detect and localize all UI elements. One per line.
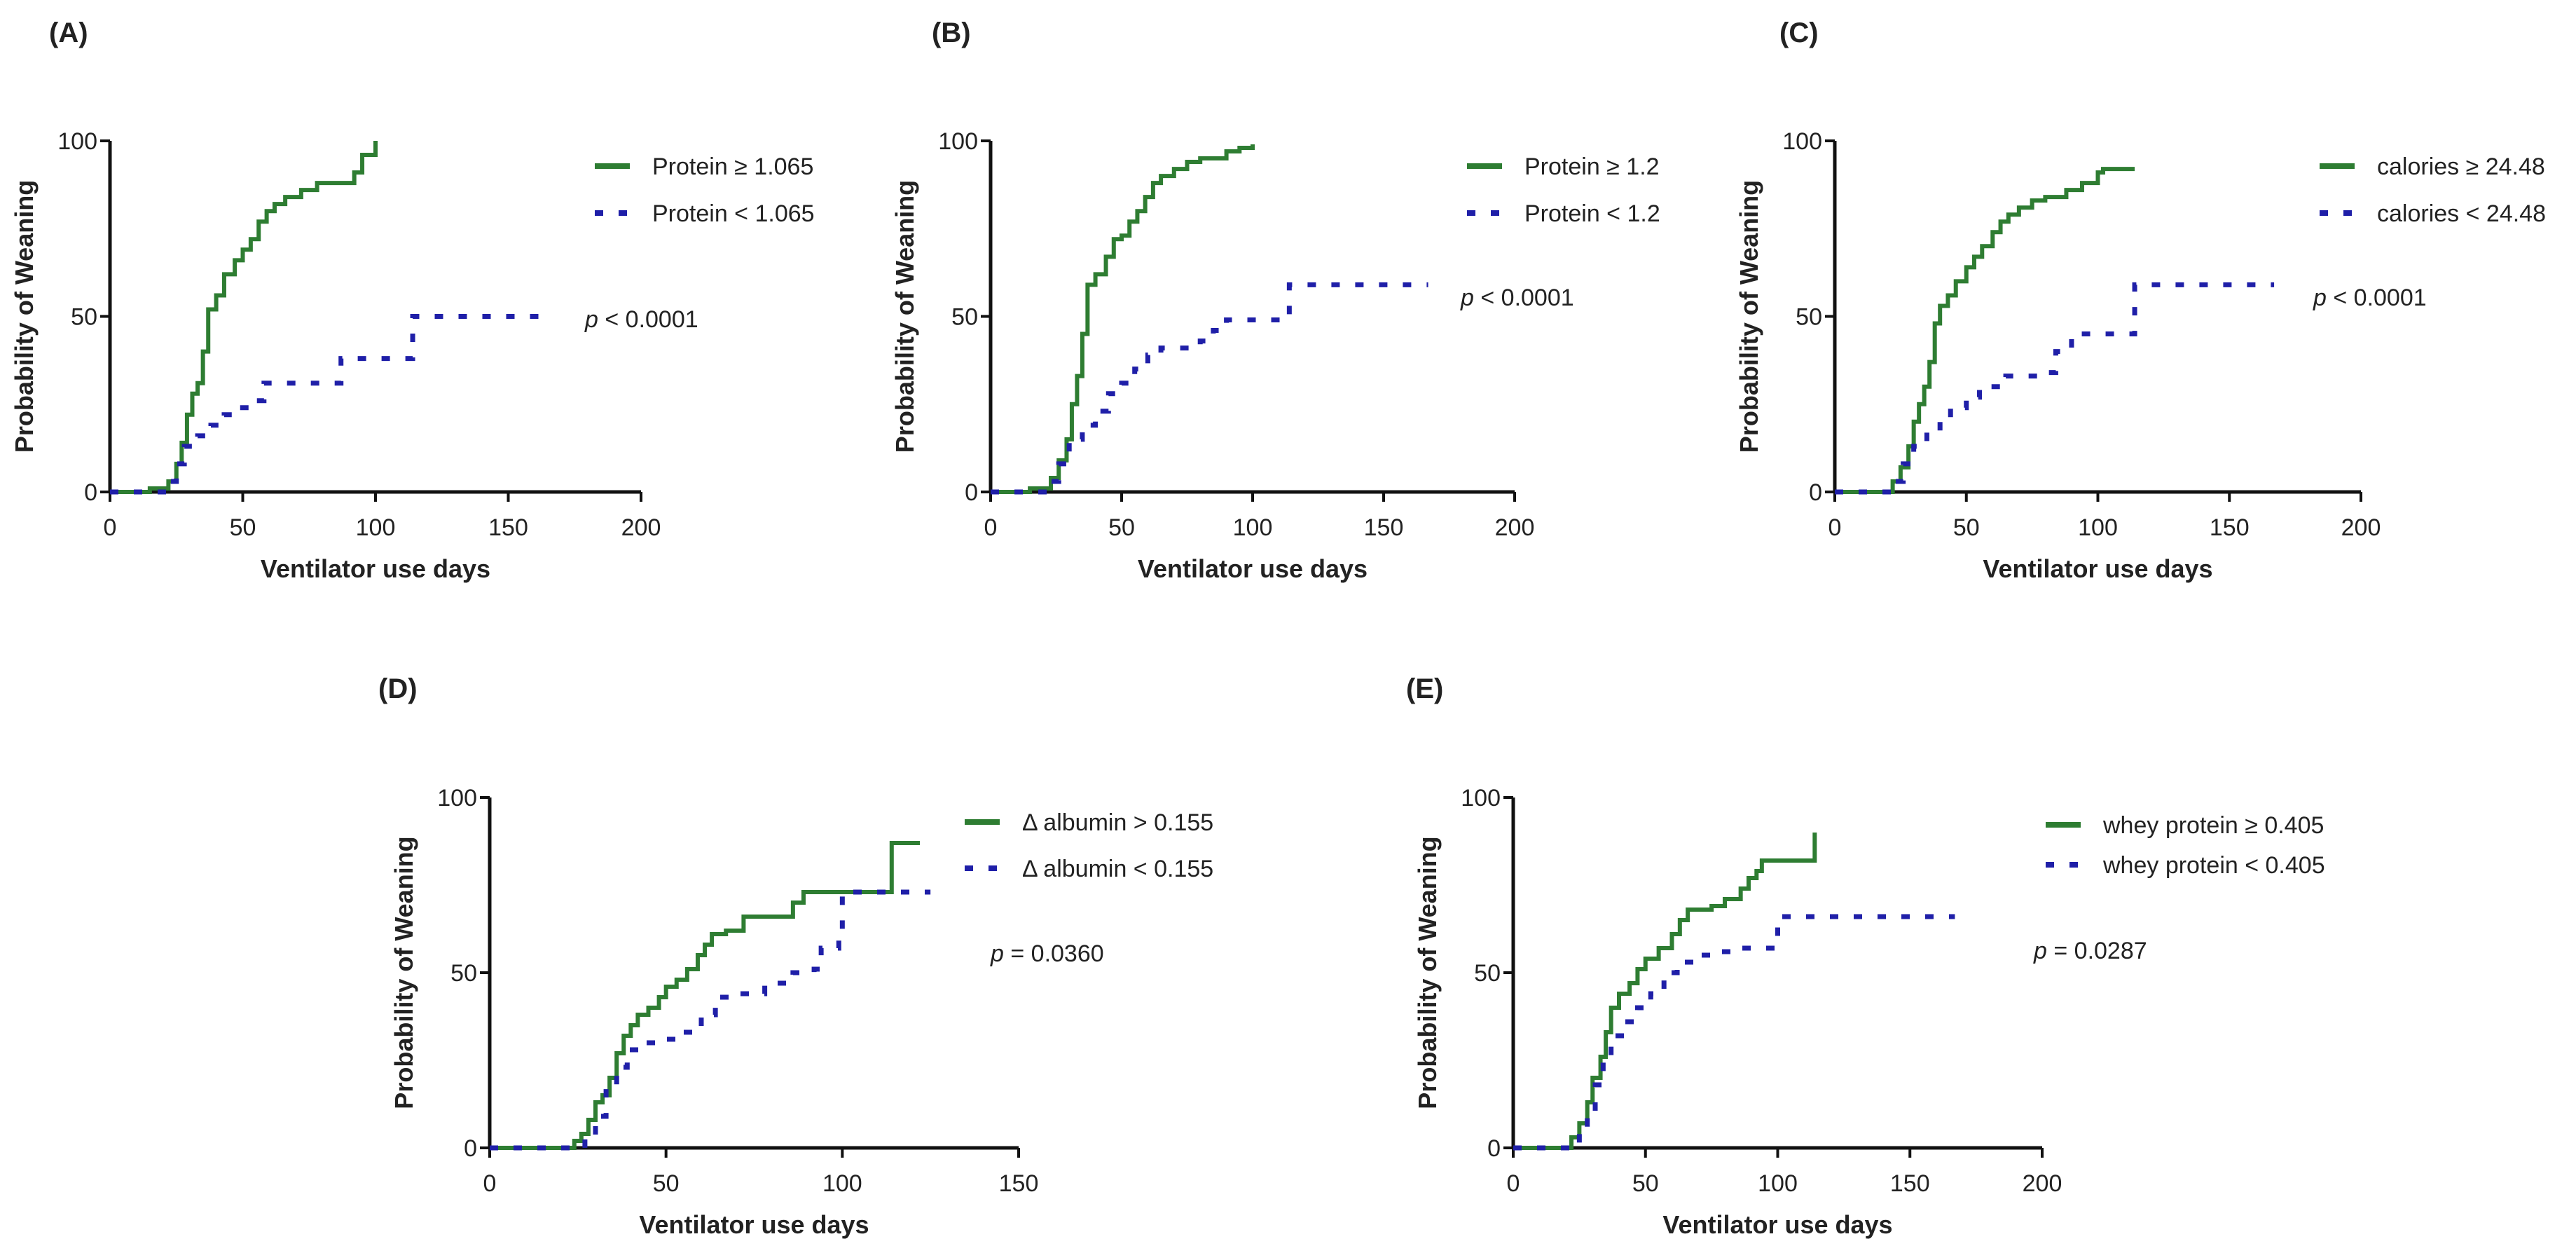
y-axis-label: Probability of Weaning	[1413, 836, 1442, 1109]
y-tick-label: 100	[437, 785, 477, 812]
p-value: p = 0.0287	[2033, 938, 2147, 964]
p-value: p = 0.0360	[990, 940, 1104, 967]
x-tick-label: 150	[488, 514, 528, 541]
y-tick-label: 50	[1796, 304, 1822, 331]
x-axis-label: Ventilator use days	[1138, 554, 1368, 583]
legend-label: whey protein < 0.405	[2102, 852, 2325, 879]
y-axis-label: Probability of Weaning	[10, 180, 39, 453]
y-tick-label: 50	[951, 304, 978, 331]
panel-label: (D)	[378, 673, 418, 704]
panel-c: (C) 0 50 100 150 200 0 50 100 Ventilator use days…	[1735, 18, 2546, 583]
series-line-high	[1513, 833, 1817, 1150]
x-tick-label: 50	[653, 1170, 680, 1197]
x-tick-label: 150	[999, 1170, 1039, 1197]
y-axis-label: Probability of Weaning	[390, 836, 418, 1109]
y-tick-label: 0	[1487, 1135, 1501, 1162]
x-axis-label: Ventilator use days	[261, 554, 490, 583]
x-tick-label: 0	[104, 514, 117, 541]
panel-label: (A)	[49, 18, 88, 48]
y-tick-label: 100	[1461, 785, 1501, 812]
x-tick-label: 100	[1758, 1170, 1798, 1197]
x-tick-label: 100	[2078, 514, 2118, 541]
p-symbol: p	[1460, 285, 1474, 311]
y-tick-label: 0	[84, 479, 97, 506]
x-tick-label: 150	[1890, 1170, 1930, 1197]
panel-label: (B)	[932, 18, 971, 48]
series-line-low	[490, 889, 931, 1151]
x-tick-label: 0	[483, 1170, 497, 1197]
x-tick-label: 0	[984, 514, 998, 541]
legend-label: Protein < 1.065	[652, 200, 815, 227]
y-tick-label: 50	[450, 960, 477, 987]
y-axis-label: Probability of Weaning	[890, 180, 919, 453]
p-symbol: p	[2313, 285, 2327, 311]
x-tick-label: 150	[2210, 514, 2250, 541]
x-tick-label: 50	[1108, 514, 1135, 541]
y-tick-label: 100	[938, 128, 978, 155]
x-tick-label: 100	[356, 514, 396, 541]
x-axis-label: Ventilator use days	[1983, 554, 2212, 583]
x-tick-label: 150	[1364, 514, 1404, 541]
p-value: p < 0.0001	[584, 306, 698, 333]
y-tick-label: 0	[464, 1135, 477, 1162]
legend-label: Δ albumin > 0.155	[1022, 809, 1213, 836]
legend-label: whey protein ≥ 0.405	[2102, 812, 2324, 839]
x-tick-label: 200	[621, 514, 661, 541]
x-tick-label: 100	[1233, 514, 1273, 541]
series-line-low	[991, 282, 1428, 495]
x-tick-label: 200	[2023, 1170, 2062, 1197]
series-line-low	[1513, 914, 1955, 1151]
x-tick-label: 0	[1507, 1170, 1520, 1197]
series-line-high	[1835, 167, 2135, 494]
panel-label: (E)	[1406, 673, 1443, 704]
x-axis-label: Ventilator use days	[639, 1210, 869, 1239]
p-symbol: p	[584, 306, 598, 333]
p-symbol: p	[2033, 938, 2047, 964]
legend-label: calories < 24.48	[2377, 200, 2546, 227]
y-tick-label: 50	[1474, 960, 1501, 987]
x-tick-label: 50	[1953, 514, 1980, 541]
series-line-low	[1835, 282, 2275, 495]
x-tick-label: 100	[822, 1170, 862, 1197]
legend-label: Protein ≥ 1.065	[652, 153, 813, 180]
p-value-text: = 0.0360	[1004, 940, 1104, 967]
p-value-text: < 0.0001	[1474, 285, 1574, 311]
legend-label: Protein < 1.2	[1524, 200, 1660, 227]
series-line-high	[110, 141, 378, 494]
y-tick-label: 100	[57, 128, 97, 155]
p-value: p < 0.0001	[1460, 285, 1574, 311]
y-tick-label: 50	[71, 304, 97, 331]
panel-d: (D) 0 50 100 150 0 50 100 Ventilator use days Pro…	[378, 673, 1213, 1239]
x-tick-label: 200	[2341, 514, 2381, 541]
legend-label: calories ≥ 24.48	[2377, 153, 2545, 180]
x-tick-label: 0	[1828, 514, 1842, 541]
series-line-high	[991, 144, 1255, 494]
legend-label: Protein ≥ 1.2	[1524, 153, 1660, 180]
panel-b: (B) 0 50 100 150 200 0 50 100 Ventilator use days…	[890, 18, 1660, 583]
panel-label: (C)	[1779, 18, 1819, 48]
legend-label: Δ albumin < 0.155	[1022, 856, 1213, 882]
y-tick-label: 100	[1782, 128, 1822, 155]
series-line-high	[490, 841, 921, 1150]
x-tick-label: 50	[1632, 1170, 1659, 1197]
p-value: p < 0.0001	[2313, 285, 2427, 311]
y-tick-label: 0	[965, 479, 978, 506]
x-tick-label: 50	[230, 514, 256, 541]
x-tick-label: 200	[1495, 514, 1535, 541]
panel-e: (E) 0 50 100 150 200 0 50 100 Ventilator use days…	[1406, 673, 2325, 1239]
p-symbol: p	[990, 940, 1004, 967]
x-axis-label: Ventilator use days	[1662, 1210, 1892, 1239]
series-line-low	[110, 314, 553, 495]
y-tick-label: 0	[1809, 479, 1822, 506]
p-value-text: < 0.0001	[2327, 285, 2427, 311]
y-axis-label: Probability of Weaning	[1735, 180, 1763, 453]
panel-a: (A) 0 50 100 150 200 0 50 100 Ventilator use days…	[10, 18, 815, 583]
p-value-text: = 0.0287	[2047, 938, 2147, 964]
p-value-text: < 0.0001	[598, 306, 698, 333]
